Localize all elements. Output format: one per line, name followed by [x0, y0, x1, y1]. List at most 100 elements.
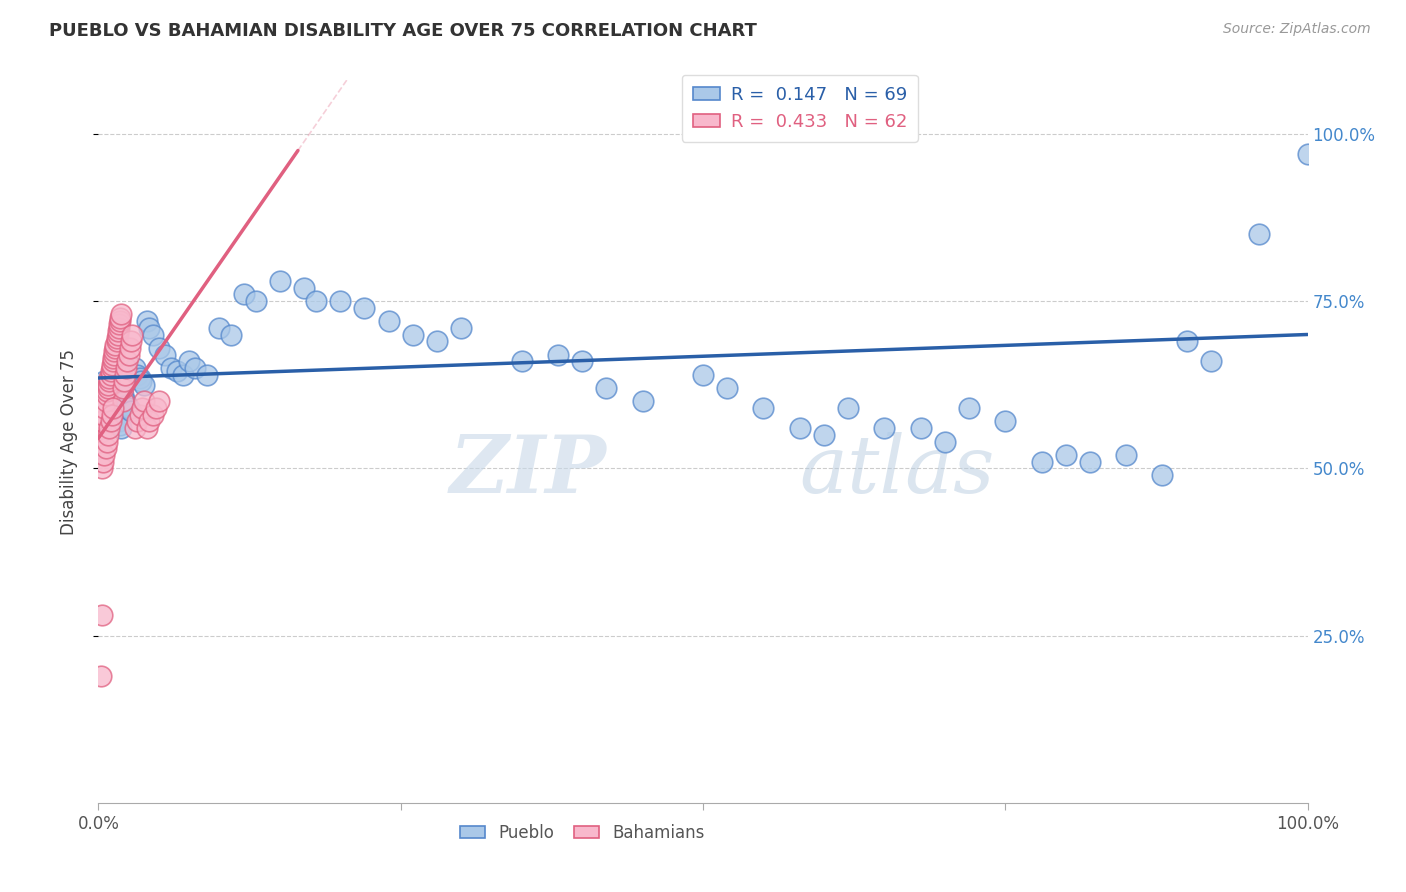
Point: [377, 314, 399, 328]
Point: [114, 368, 136, 382]
Point: [101, 351, 124, 365]
Point: [107, 327, 129, 342]
Point: [100, 358, 122, 372]
Point: [105, 334, 128, 349]
Point: [153, 348, 176, 362]
Point: [91, 461, 114, 475]
Point: [108, 310, 131, 325]
Point: [91, 608, 114, 623]
Point: [93, 401, 115, 416]
Point: [90, 425, 112, 439]
Point: [873, 421, 896, 435]
Point: [1249, 227, 1271, 242]
Point: [148, 341, 170, 355]
Point: [100, 387, 122, 401]
Point: [142, 327, 165, 342]
Point: [128, 371, 150, 385]
Point: [98, 371, 121, 385]
Point: [94, 394, 117, 409]
Point: [1031, 455, 1053, 469]
Point: [107, 324, 129, 338]
Point: [101, 394, 124, 409]
Point: [91, 455, 114, 469]
Y-axis label: Disability Age Over 75: Disability Age Over 75: [59, 349, 77, 534]
Point: [91, 414, 114, 429]
Point: [100, 364, 122, 378]
Point: [94, 442, 117, 455]
Point: [101, 401, 124, 416]
Point: [120, 404, 142, 418]
Point: [305, 294, 328, 309]
Point: [160, 361, 183, 376]
Point: [1115, 448, 1137, 462]
Point: [148, 394, 170, 409]
Point: [752, 401, 775, 416]
Point: [1152, 467, 1174, 482]
Point: [111, 387, 134, 401]
Text: ZIP: ZIP: [450, 432, 606, 509]
Point: [118, 348, 141, 362]
Point: [353, 301, 375, 315]
Point: [994, 414, 1017, 429]
Point: [118, 341, 141, 355]
Point: [1296, 147, 1319, 161]
Point: [108, 417, 131, 432]
Point: [90, 669, 112, 683]
Point: [96, 434, 118, 449]
Point: [595, 381, 617, 395]
Point: [208, 321, 231, 335]
Point: [97, 427, 120, 442]
Point: [120, 334, 142, 349]
Point: [1175, 334, 1198, 349]
Point: [789, 421, 811, 435]
Point: [934, 434, 956, 449]
Point: [105, 408, 128, 422]
Point: [121, 327, 143, 342]
Point: [571, 354, 593, 368]
Point: [98, 375, 121, 389]
Point: [108, 414, 131, 429]
Point: [96, 384, 118, 399]
Point: [1199, 354, 1222, 368]
Point: [111, 394, 134, 409]
Point: [97, 381, 120, 395]
Point: [135, 421, 157, 435]
Point: [450, 321, 472, 335]
Point: [100, 414, 122, 429]
Point: [93, 375, 115, 389]
Point: [103, 348, 125, 362]
Point: [402, 327, 425, 342]
Point: [138, 321, 160, 335]
Point: [145, 401, 167, 416]
Legend: Pueblo, Bahamians: Pueblo, Bahamians: [453, 817, 711, 848]
Point: [101, 354, 124, 368]
Point: [105, 331, 128, 345]
Point: [269, 274, 291, 288]
Point: [124, 421, 146, 435]
Point: [114, 394, 136, 409]
Point: [104, 337, 127, 351]
Point: [195, 368, 218, 382]
Point: [179, 354, 201, 368]
Point: [93, 448, 115, 462]
Point: [110, 307, 132, 322]
Point: [103, 344, 125, 359]
Point: [110, 421, 132, 435]
Point: [103, 401, 125, 416]
Point: [96, 387, 118, 401]
Point: [100, 408, 122, 422]
Point: [112, 375, 135, 389]
Text: PUEBLO VS BAHAMIAN DISABILITY AGE OVER 75 CORRELATION CHART: PUEBLO VS BAHAMIAN DISABILITY AGE OVER 7…: [49, 22, 756, 40]
Point: [134, 377, 156, 392]
Point: [135, 314, 157, 328]
Point: [292, 281, 315, 295]
Point: [1054, 448, 1077, 462]
Point: [692, 368, 714, 382]
Point: [910, 421, 932, 435]
Point: [138, 414, 160, 429]
Point: [245, 294, 267, 309]
Point: [142, 408, 165, 422]
Point: [98, 421, 121, 435]
Point: [957, 401, 980, 416]
Text: Source: ZipAtlas.com: Source: ZipAtlas.com: [1223, 22, 1371, 37]
